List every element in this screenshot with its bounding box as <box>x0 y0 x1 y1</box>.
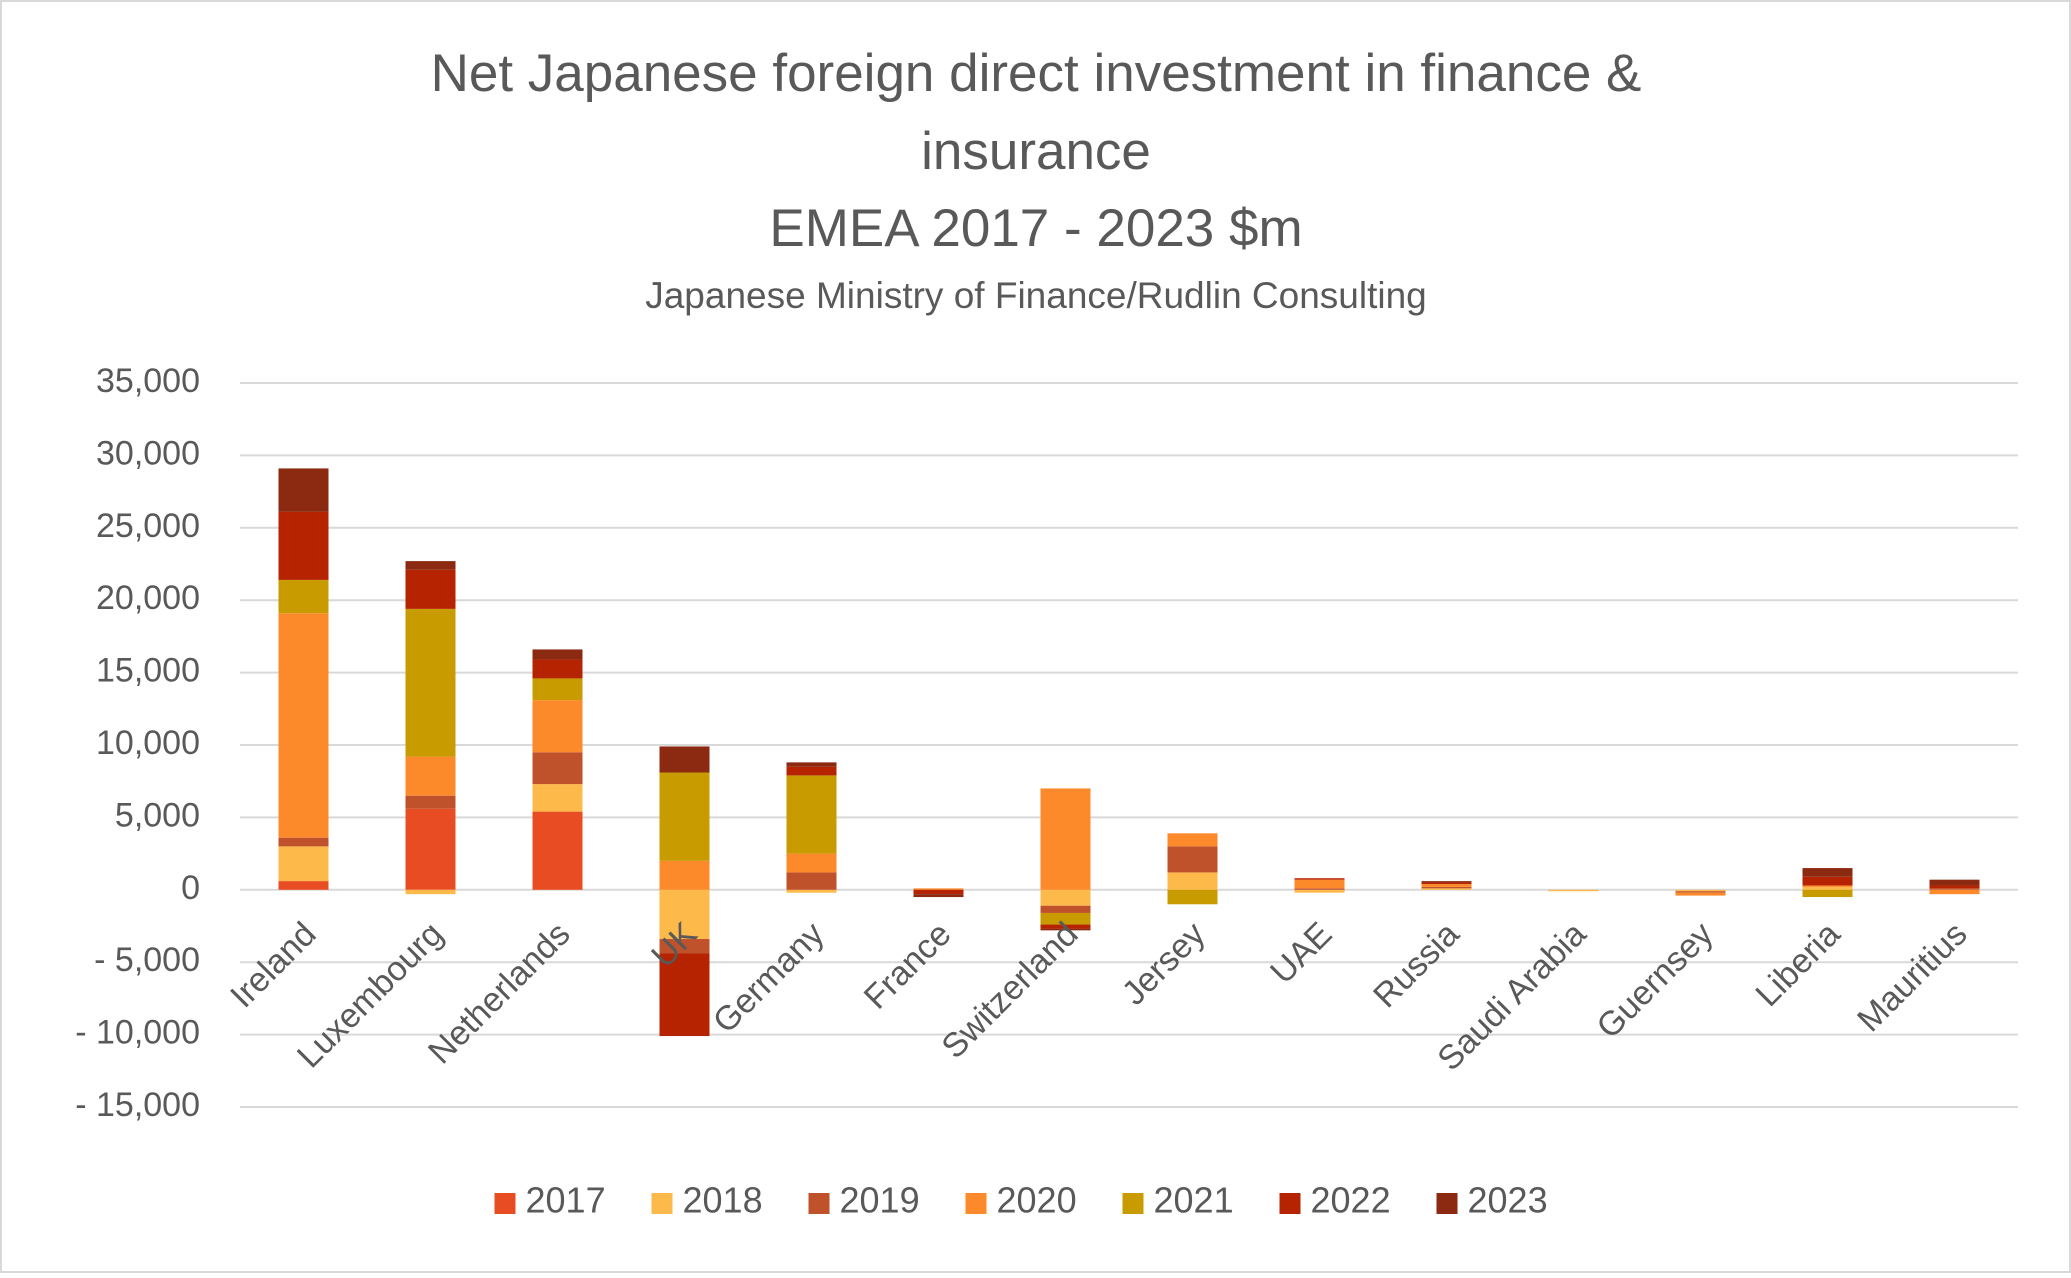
bar-segment <box>1040 905 1091 913</box>
chart-title: Net Japanese foreign direct investment i… <box>431 44 1642 103</box>
bar-segment <box>1040 912 1091 925</box>
legend-label: 2020 <box>997 1180 1077 1221</box>
bar-segment <box>1294 878 1345 880</box>
bar-segment <box>1421 886 1472 889</box>
legend-label: 2019 <box>840 1180 920 1221</box>
y-tick-label: - 10,000 <box>75 1014 200 1052</box>
bar-segment <box>405 808 456 890</box>
bar-segment <box>1675 889 1726 892</box>
legend-label: 2023 <box>1468 1180 1548 1221</box>
legend-swatch <box>494 1193 516 1214</box>
bar-segment <box>913 889 964 895</box>
bar-segment <box>913 894 964 898</box>
legend-label: 2022 <box>1311 1180 1391 1221</box>
legend-swatch <box>1122 1193 1144 1214</box>
legend-label: 2018 <box>683 1180 763 1221</box>
bar-segment <box>786 853 837 873</box>
y-tick-label: 35,000 <box>96 362 200 400</box>
y-tick-label: 15,000 <box>96 652 200 690</box>
chart-title: EMEA 2017 - 2023 $m <box>769 199 1302 258</box>
bar-segment <box>1421 881 1472 883</box>
bar-segment <box>405 756 456 796</box>
legend-label: 2021 <box>1154 1180 1234 1221</box>
bar-segment <box>1802 876 1853 886</box>
bar-segment <box>659 772 710 861</box>
chart-subtitle: Japanese Ministry of Finance/Rudlin Cons… <box>645 275 1427 316</box>
bar-segment <box>405 889 456 895</box>
bar-segment <box>786 766 837 776</box>
bar-segment <box>1040 788 1091 890</box>
bar-segment <box>1802 886 1853 890</box>
y-tick-label: - 5,000 <box>94 941 200 979</box>
bar-segment <box>786 762 837 767</box>
bar-segment <box>1167 833 1218 847</box>
bar-segment <box>1675 891 1726 893</box>
bar-segment <box>1167 889 1218 905</box>
bar-segment <box>1040 889 1091 906</box>
legend-label: 2017 <box>526 1180 606 1221</box>
bar-segment <box>1421 888 1472 890</box>
bar-segment <box>1294 889 1345 893</box>
y-tick-label: 30,000 <box>96 434 200 472</box>
bar-segment <box>278 613 329 838</box>
bar-segment <box>659 889 710 940</box>
y-tick-label: 0 <box>181 869 200 907</box>
bar-segment <box>532 752 583 785</box>
y-tick-label: - 15,000 <box>75 1086 200 1124</box>
bar-segment <box>786 775 837 854</box>
bar-segment <box>532 659 583 679</box>
bar-segment <box>1040 924 1091 929</box>
bar-segment <box>405 561 456 570</box>
y-tick-label: 25,000 <box>96 507 200 545</box>
legend-swatch <box>965 1193 987 1214</box>
bar-segment <box>405 569 456 609</box>
bar-segment <box>659 746 710 773</box>
bar-segment <box>532 678 583 701</box>
bar-segment <box>278 837 329 847</box>
bar-segment <box>532 784 583 812</box>
bar-segment <box>1040 928 1091 931</box>
bar-segment <box>1929 885 1980 889</box>
bar-segment <box>1294 888 1345 890</box>
bar-segment <box>405 795 456 809</box>
bar-segment <box>1929 879 1980 886</box>
bar-segment <box>278 511 329 580</box>
bar-segment <box>1802 868 1853 877</box>
y-tick-label: 20,000 <box>96 579 200 617</box>
bar-segment <box>659 939 710 954</box>
bar-segment <box>1294 879 1345 889</box>
bar-segment <box>278 579 329 614</box>
bar-segment <box>1929 889 1980 895</box>
bar-segment <box>1802 889 1853 898</box>
legend-swatch <box>1279 1193 1301 1214</box>
bar-segment <box>278 468 329 512</box>
y-tick-label: 10,000 <box>96 724 200 762</box>
bar-segment <box>1929 888 1980 890</box>
bar-segment <box>1421 884 1472 887</box>
bar-segment <box>786 889 837 893</box>
bar-segment <box>278 881 329 890</box>
bar-segment <box>405 608 456 757</box>
bar-segment <box>532 649 583 660</box>
legend-swatch <box>808 1193 830 1214</box>
bar-segment <box>1167 846 1218 873</box>
bar-segment <box>532 700 583 753</box>
y-tick-label: 5,000 <box>115 796 200 834</box>
bar-segment <box>1421 882 1472 885</box>
legend-swatch <box>1436 1193 1458 1214</box>
bar-segment <box>1675 892 1726 896</box>
bar-segment <box>1548 889 1599 892</box>
chart-title: insurance <box>921 122 1151 181</box>
bar-segment <box>913 888 964 890</box>
bar-segment <box>659 860 710 890</box>
bar-segment <box>532 811 583 890</box>
bar-segment <box>659 953 710 1037</box>
bar-segment <box>1167 872 1218 890</box>
bar-segment <box>1802 885 1853 887</box>
legend-swatch <box>651 1193 673 1214</box>
bar-segment <box>278 846 329 882</box>
bar-segment <box>786 872 837 890</box>
